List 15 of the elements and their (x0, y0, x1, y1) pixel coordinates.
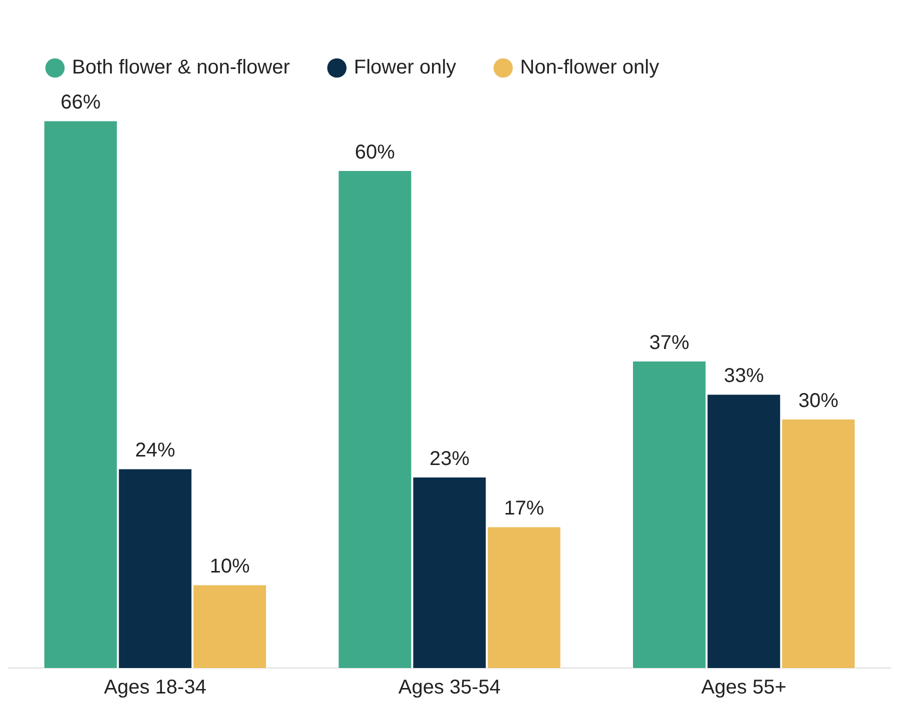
data-label: 10% (210, 556, 250, 578)
data-label: 30% (798, 390, 839, 412)
x-tick-label: Ages 35-54 (398, 676, 501, 699)
data-label: 23% (429, 448, 470, 470)
data-label: 66% (60, 92, 101, 114)
legend-label: Both flower & non-flower (72, 56, 290, 79)
data-label: 17% (504, 498, 544, 520)
x-tick-label: Ages 55+ (701, 676, 786, 699)
legend-label: Non-flower only (520, 56, 660, 79)
legend-label: Flower only (354, 56, 456, 79)
data-label: 24% (135, 440, 176, 462)
data-label: 37% (649, 332, 690, 354)
x-tick-label: Ages 18-34 (104, 676, 206, 699)
data-label: 60% (354, 141, 396, 164)
data-label: 33% (724, 365, 764, 388)
